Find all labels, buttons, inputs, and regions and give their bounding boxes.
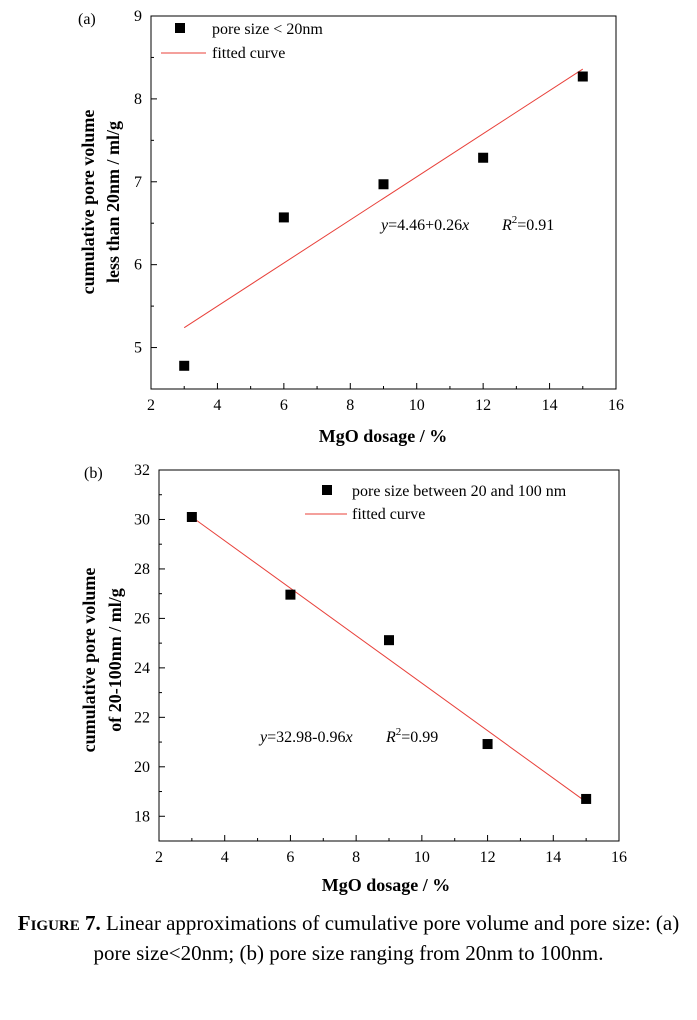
chart-a: (a) 2 4 6 8 10 12 14 16 5 6 7 8 9 pore size < 20nm f… <box>78 8 624 446</box>
a-ytick-label: 6 <box>134 257 142 274</box>
chart-b-xlabel: MgO dosage / % <box>322 875 451 895</box>
b-ytick-label: 18 <box>134 808 150 825</box>
a-xtick-label: 10 <box>409 397 425 414</box>
b-xtick-label: 8 <box>352 849 360 866</box>
b-ytick-label: 24 <box>134 660 150 677</box>
a-ytick-label: 8 <box>134 91 142 108</box>
chart-a-ylabel-1: cumulative pore volume <box>78 110 98 295</box>
b-data-point <box>482 739 493 750</box>
b-xtick-label: 2 <box>155 849 163 866</box>
chart-a-r-squared: R2=0.91 <box>501 214 554 234</box>
a-data-point <box>478 152 489 163</box>
chart-a-ylabel-2: less than 20nm / ml/g <box>103 121 123 283</box>
b-xtick-label: 6 <box>286 849 294 866</box>
b-data-point <box>384 635 394 646</box>
b-xtick-label: 10 <box>414 849 430 866</box>
chart-a-legend-series: pore size < 20nm <box>212 21 323 38</box>
a-xtick-label: 2 <box>147 397 155 414</box>
chart-b-fit-layer <box>191 516 587 803</box>
b-ytick-label: 22 <box>134 709 150 726</box>
a-xtick-label: 14 <box>542 397 558 414</box>
a-ytick-label: 9 <box>134 8 142 25</box>
chart-a-legend-marker <box>175 23 185 33</box>
chart-a-ticks: 2 4 6 8 10 12 14 16 5 6 7 8 9 <box>134 8 624 414</box>
b-ytick-label: 20 <box>134 759 150 776</box>
caption-label: Figure 7. <box>17 911 101 935</box>
chart-b-equation: y=32.98-0.96x <box>258 729 353 746</box>
b-ytick-label: 32 <box>134 462 150 479</box>
chart-a-fit-layer <box>183 68 584 329</box>
b-ytick-label: 26 <box>134 610 150 627</box>
a-xtick-label: 16 <box>608 397 624 414</box>
a-xtick-label: 12 <box>475 397 491 414</box>
a-data-point <box>378 179 389 190</box>
a-data-point <box>577 71 588 82</box>
chart-a-equation: y=4.46+0.26x <box>379 217 469 234</box>
b-xtick-label: 4 <box>221 849 229 866</box>
chart-b-panel-label: (b) <box>84 465 103 482</box>
a-ytick-label: 7 <box>134 174 142 191</box>
chart-b-ylabel-2: of 20-100nm / ml/g <box>105 588 125 732</box>
b-data-point <box>581 793 592 804</box>
a-data-point <box>179 360 190 371</box>
b-xtick-label: 12 <box>480 849 496 866</box>
b-ytick-label: 30 <box>134 511 150 528</box>
b-fit-line <box>191 516 587 803</box>
a-xtick-label: 4 <box>213 397 221 414</box>
chart-b-frame <box>158 469 620 842</box>
caption-text: Linear approximations of cumulative pore… <box>93 911 680 965</box>
b-data-point <box>186 511 197 522</box>
b-xtick-label: 14 <box>545 849 561 866</box>
chart-b-legend-marker <box>322 485 332 495</box>
chart-b-legend-series: pore size between 20 and 100 nm <box>352 483 567 500</box>
chart-b-points <box>186 511 592 804</box>
a-ytick-label: 5 <box>134 340 142 357</box>
chart-a-xlabel: MgO dosage / % <box>319 426 448 446</box>
chart-a-points <box>179 71 588 371</box>
chart-a-legend-fit: fitted curve <box>212 45 285 62</box>
a-xtick-label: 8 <box>346 397 354 414</box>
b-ytick-label: 28 <box>134 561 150 578</box>
chart-b-ylabel-1: cumulative pore volume <box>79 568 99 753</box>
chart-a-panel-label: (a) <box>78 11 96 28</box>
figure-caption: Figure 7. Linear approximations of cumul… <box>0 908 697 968</box>
b-data-point <box>285 589 296 600</box>
a-data-point <box>278 212 289 223</box>
b-xtick-label: 16 <box>611 849 627 866</box>
chart-a-frame <box>150 15 617 390</box>
a-xtick-label: 6 <box>280 397 288 414</box>
chart-b-legend-fit: fitted curve <box>352 506 425 523</box>
a-fit-line <box>183 68 584 329</box>
chart-b-r-squared: R2=0.99 <box>385 726 438 746</box>
